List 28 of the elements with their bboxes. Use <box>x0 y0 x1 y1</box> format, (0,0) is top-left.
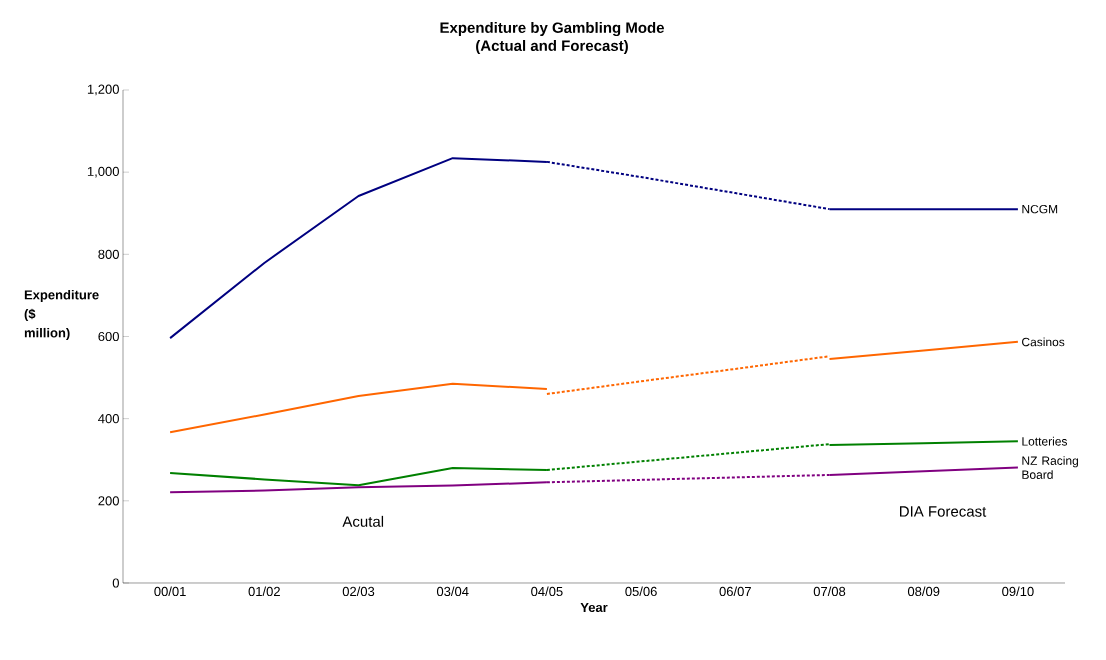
annotation: Acutal <box>342 515 384 527</box>
y-tick-label: 600 <box>98 331 119 342</box>
x-tick-label: 02/03 <box>342 586 375 597</box>
x-tick-label: 04/05 <box>531 586 563 597</box>
x-tick-label: 06/07 <box>719 586 751 597</box>
series-label: Casinos <box>1022 337 1065 347</box>
chart-subtitle: (Actual and Forecast) <box>476 40 628 54</box>
x-tick-label: 00/01 <box>154 586 186 597</box>
x-axis-title: Year <box>580 602 608 612</box>
series-label: NCGM <box>1022 204 1058 214</box>
series-label: Lotteries <box>1022 436 1068 446</box>
y-tick-label: 200 <box>98 496 119 506</box>
x-tick-label: 03/04 <box>436 586 469 597</box>
y-tick-label: 400 <box>98 414 119 424</box>
x-tick-label: 08/09 <box>907 586 940 597</box>
annotation: DIA Forecast <box>900 506 987 517</box>
y-tick-label: 0 <box>112 578 119 588</box>
x-tick-label: 05/06 <box>625 586 657 597</box>
y-tick-label: 1,000 <box>87 166 119 178</box>
line-series <box>169 382 548 434</box>
chart-title: Expenditure by Gambling Mode <box>440 22 665 37</box>
y-tick-label: 1,200 <box>87 84 119 96</box>
y-tick-label: 800 <box>98 249 119 259</box>
series-label: NZ Racing Board <box>1022 456 1078 479</box>
y-axis-title: Expenditure ($ million) <box>24 289 99 341</box>
x-tick-label: 01/02 <box>248 586 280 597</box>
x-tick-label: 09/10 <box>1002 586 1034 597</box>
x-tick-label: 07/08 <box>813 586 846 597</box>
